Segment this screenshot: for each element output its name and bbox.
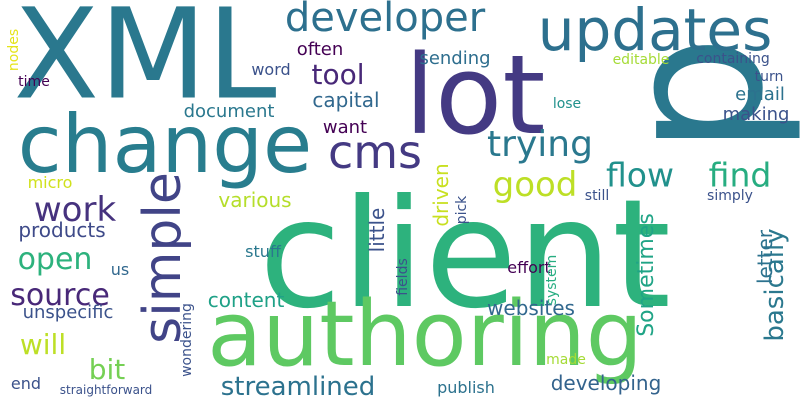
word-pick: pick [454,195,470,225]
word-letter: letter [753,229,777,285]
word-nodes: nodes [6,28,22,72]
word-flow: flow [606,155,674,195]
word-cms: cms [327,125,423,179]
word-straightforward: straightforward [59,383,153,397]
word-made: made [546,352,586,368]
word-capital: capital [312,88,380,112]
word-system: system [544,254,560,306]
word-websites: websites [487,296,575,320]
word-stuff: stuff [245,242,281,261]
word-unspecific: unspecific [22,302,114,323]
word-us: us [110,260,130,279]
word-sometimes: Sometimes [634,213,659,337]
word-various: various [218,188,292,212]
word-wondering: wondering [179,303,195,377]
word-document: document [183,101,275,122]
word-good: good [492,165,578,205]
word-bit: bit [88,353,126,386]
word-change: change [17,98,313,191]
word-making: making [722,104,790,125]
word-content: content [207,288,285,312]
word-effort: effort [507,258,551,277]
word-editable: editable [612,52,670,68]
word-sending: sending [419,48,491,69]
word-driven: driven [429,163,453,227]
word-simply: simply [707,188,753,204]
word-will: will [19,328,67,361]
word-containing: containing [696,51,770,67]
word-trying: trying [487,124,593,165]
word-source: source [10,278,110,313]
word-want: want [322,117,368,138]
word-developer: developer [284,0,486,41]
word-updates: updates [537,0,773,64]
word-end: end [10,374,42,393]
word-streamlined: streamlined [220,372,376,400]
word-client: client [259,168,671,342]
word-work: work [33,190,117,230]
word-email: email [735,84,785,105]
word-fields: fields [395,258,411,296]
word-little: little [365,207,389,253]
word-turn: turn [754,69,784,85]
word-xml: XML [13,0,277,128]
word-tool: tool [311,58,365,91]
word-open: open [17,242,93,277]
word-time: time [18,74,50,90]
word-still: still [584,188,610,204]
word-find: find [708,155,772,195]
word-publish: publish [437,378,495,397]
word-micro: micro [27,173,73,192]
word-word: word [251,60,291,79]
word-developing: developing [550,371,662,395]
word-authoring: authoring [207,282,643,387]
word-products: products [18,218,106,242]
word-lot: lot [404,31,546,159]
word-often: often [296,39,344,60]
word-lose: lose [552,96,582,112]
